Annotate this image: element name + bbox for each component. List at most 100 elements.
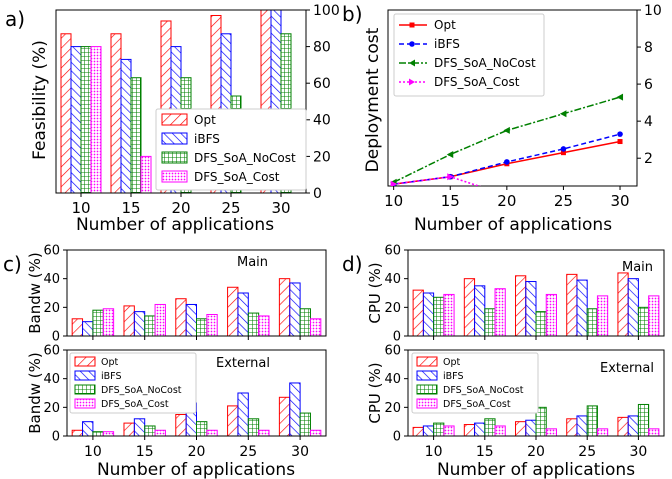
panel-a-bar-opt-10 <box>60 33 72 194</box>
panel-d-main-bar-dfs-soa-cost-20 <box>545 293 557 337</box>
panel-b-point-dfs-soa-nocost-15 <box>446 151 454 159</box>
legend-box <box>393 13 545 97</box>
panel-c-main-bars <box>71 278 322 337</box>
panel-c-bandwidth-chart: 0 20 40 60 Main Bandw (%) 10 15 20 25 30 0 20 40 60… <box>26 244 327 479</box>
panel-c-external-bar-ibfs-10 <box>82 421 94 437</box>
panel-a-xtick-label: 30 <box>271 199 290 217</box>
legend-marker-nocost <box>409 59 415 67</box>
panel-a-label: a) <box>5 7 25 31</box>
legend-swatch-ibfs <box>416 370 438 381</box>
legend-label-cost: DFS_SoA_Cost <box>101 399 169 410</box>
panel-d-main-bar-dfs-soa-nocost-10 <box>433 296 445 337</box>
panel-d-main-bar-ibfs-30 <box>627 278 639 337</box>
panel-c-external-bar-dfs-soa-nocost-25 <box>247 418 260 437</box>
panel-c-external-bar-dfs-soa-nocost-15 <box>144 425 156 437</box>
panel-b-point-ibfs-25 <box>560 146 567 152</box>
legend-box <box>155 108 307 191</box>
panel-c-main-bar-dfs-soa-cost-10 <box>102 308 115 337</box>
panel-d-external-bar-opt-10 <box>412 426 424 437</box>
panel-d-main-ytick-label: 0 <box>393 330 401 345</box>
panel-c-external-ticks: 10 15 20 25 30 0 20 40 60 <box>43 344 309 460</box>
legend-swatch-opt <box>416 356 438 367</box>
legend-label-opt: Opt <box>194 113 216 127</box>
panel-c-external-xtick-label: 15 <box>136 444 154 460</box>
panel-b-point-dfs-soa-nocost-30 <box>616 93 624 101</box>
panel-c-main-bar-opt-25 <box>227 286 239 337</box>
panel-d-main-ytick-label: 40 <box>384 272 401 287</box>
panel-a-ytick-label: 40 <box>313 113 331 129</box>
panel-a-ytick-label: 100 <box>313 3 340 19</box>
panel-d-main-title: Main <box>622 260 653 275</box>
panel-c-external-xtick-label: 25 <box>239 444 257 460</box>
panel-c-main-bar-ibfs-25 <box>237 292 249 337</box>
panel-a-bar-ibfs-10 <box>70 46 82 194</box>
panel-d-external-bar-dfs-soa-nocost-30 <box>637 403 650 437</box>
panel-c-main-bar-ibfs-10 <box>82 321 94 337</box>
panel-c-external-bar-opt-10 <box>71 429 84 437</box>
panel-d-external-ticks: 10 15 20 25 30 0 20 40 60 <box>384 344 647 460</box>
panel-c-external-bar-dfs-soa-nocost-30 <box>299 412 311 437</box>
legend-label-cost: DFS_SoA_Cost <box>194 170 280 184</box>
panel-d-main-bar-dfs-soa-nocost-25 <box>586 308 598 337</box>
panel-c-external-bar-dfs-soa-cost-15 <box>154 429 166 437</box>
panel-b-point-dfs-soa-nocost-20 <box>503 126 510 134</box>
legend-label-nocost: DFS_SoA_NoCost <box>101 385 182 396</box>
panel-d-main-bar-dfs-soa-cost-15 <box>494 288 506 337</box>
panel-d-main-ylabel: CPU (%) <box>366 262 384 323</box>
legend-label-ibfs: iBFS <box>443 371 463 382</box>
panel-d-external-bar-ibfs-10 <box>422 425 435 437</box>
panel-a-bar-ibfs-15 <box>120 58 132 194</box>
legend-swatch-cost <box>161 170 188 183</box>
panel-c-main-bar-ibfs-30 <box>289 282 301 337</box>
panel-d-main-ytick-label: 60 <box>384 244 401 259</box>
panel-c-main-ticks: 0 20 40 60 <box>43 244 301 345</box>
panel-c-main-bar-dfs-soa-nocost-25 <box>247 312 260 337</box>
panel-d-external-bar-ibfs-15 <box>474 422 486 437</box>
panel-a-bar-dfs-soa-nocost-10 <box>80 46 92 194</box>
panel-a-ytick-label: 20 <box>313 149 331 165</box>
legend-label-cost: DFS_SoA_Cost <box>434 75 520 89</box>
panel-b-xtick-label: 10 <box>384 192 403 210</box>
legend-swatch-ibfs <box>74 370 96 381</box>
panel-b-ticks: 10 15 20 25 30 2 4 6 8 10 <box>384 3 662 210</box>
panel-d-external-bar-opt-20 <box>515 421 527 437</box>
panel-c-external-ylabel: Bandw (%) <box>26 352 44 434</box>
panel-c-external-ytick-label: 0 <box>52 430 60 445</box>
panel-c-external-bar-ibfs-25 <box>237 392 249 437</box>
panel-d-external-xtick-label: 15 <box>476 444 494 460</box>
panel-a-ticks: 10 15 20 25 30 0 20 40 60 80 100 <box>71 3 339 217</box>
panel-a-feasibility-chart: 10 15 20 25 30 0 20 40 60 80 100 Feasibility (%) N… <box>30 3 340 235</box>
legend-label-opt: Opt <box>101 357 119 368</box>
panel-c-external-ytick-label: 20 <box>43 401 60 416</box>
panel-c-external-subplot: 10 15 20 25 30 0 20 40 60 External Bandw (%) Opt… <box>26 344 327 460</box>
legend-swatch-ibfs <box>161 132 188 145</box>
panel-a-ylabel: Feasibility (%) <box>30 40 50 160</box>
panel-d-main-bar-ibfs-25 <box>576 279 588 337</box>
panel-b-ytick-label: 8 <box>644 40 653 56</box>
panel-d-external-xtick-label: 20 <box>527 444 545 460</box>
panel-c-main-bar-ibfs-15 <box>133 311 146 337</box>
panel-b-xlabel: Number of applications <box>414 215 612 235</box>
panel-d-main-bar-dfs-soa-cost-30 <box>648 295 660 337</box>
panel-d-external-bar-dfs-soa-cost-10 <box>443 425 455 437</box>
panel-c-main-bar-dfs-soa-nocost-20 <box>196 318 208 337</box>
panel-d-external-bar-dfs-soa-cost-15 <box>494 425 506 437</box>
panel-d-external-bar-opt-25 <box>566 418 578 437</box>
panel-d-external-subplot: 10 15 20 25 30 0 20 40 60 External CPU (%) Opt i… <box>366 344 665 460</box>
legend-label-ibfs: iBFS <box>434 37 460 51</box>
panel-a-ytick-label: 0 <box>313 186 322 202</box>
panel-d-external-bar-dfs-soa-nocost-15 <box>484 418 496 437</box>
panel-a-bar-dfs-soa-cost-10 <box>90 46 102 194</box>
panel-a-bar-dfs-soa-cost-15 <box>140 155 152 194</box>
panel-b-point-dfs-soa-nocost-25 <box>559 110 567 118</box>
panel-d-main-bar-dfs-soa-cost-10 <box>443 293 455 337</box>
panel-d-main-bar-dfs-soa-nocost-15 <box>484 308 496 337</box>
panel-b-ytick-label: 6 <box>644 77 653 93</box>
panel-c-external-xtick-label: 10 <box>84 444 102 460</box>
panel-c-xlabel: Number of applications <box>97 460 295 479</box>
panel-d-legend: Opt iBFS DFS_SoA_NoCost DFS_SoA_Cost <box>411 352 539 414</box>
panel-c-external-bar-dfs-soa-cost-25 <box>258 429 270 437</box>
panel-d-main-bar-opt-15 <box>463 278 476 337</box>
panel-c-main-bar-opt-10 <box>71 318 84 337</box>
